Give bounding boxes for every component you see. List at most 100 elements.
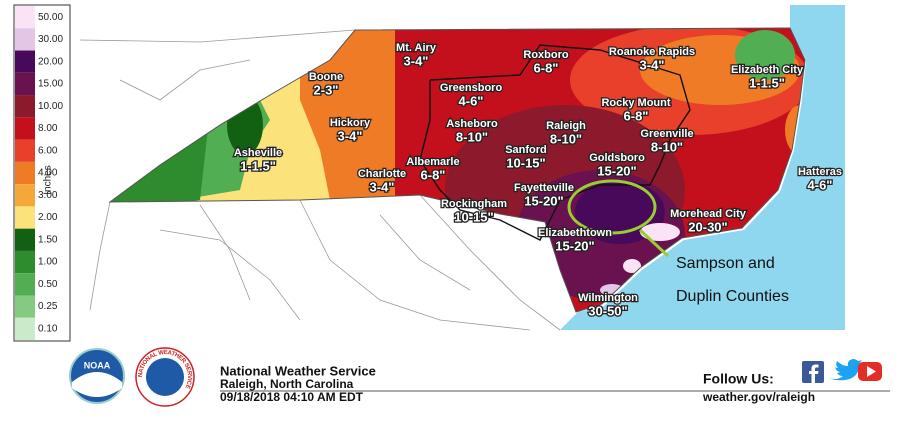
boundaries <box>79 29 561 331</box>
legend-label: 10.00 <box>38 101 63 112</box>
legend-label: 50.00 <box>38 12 63 23</box>
legend-swatch <box>15 228 35 251</box>
city-amount: 3-4" <box>370 179 395 194</box>
legend-label: 2.00 <box>38 212 58 223</box>
city-amount: 8-10" <box>651 139 683 154</box>
legend: Inches 50.00 30.00 20.00 15.00 10.00 8.00 6.00… <box>13 4 71 342</box>
city-amount: 20-30" <box>688 219 727 234</box>
nws-logo-inner <box>146 358 184 396</box>
youtube-icon[interactable] <box>858 362 882 381</box>
legend-label: 1.50 <box>38 234 58 245</box>
twitter-glyph <box>829 359 862 381</box>
noaa-logo-text: NOAA <box>84 360 111 370</box>
city-amount: 6-8" <box>534 60 559 75</box>
city-name: Roanoke Rapids <box>609 46 695 58</box>
legend-swatch <box>15 139 35 162</box>
website[interactable]: weather.gov/raleigh <box>702 390 815 404</box>
office-location: Raleigh, North Carolina <box>220 377 354 391</box>
legend-swatch <box>15 28 35 51</box>
youtube-glyph <box>867 366 876 377</box>
city-amount: 6-8" <box>421 167 446 182</box>
follow-label: Follow Us: <box>703 371 774 387</box>
legend-swatch <box>15 72 35 96</box>
city-name: Greenville <box>640 128 693 140</box>
city-amount: 15-20" <box>555 238 594 253</box>
city-name: Sanford <box>505 144 547 156</box>
city-name: Fayetteville <box>514 182 574 194</box>
city-amount: 3-4" <box>640 57 665 72</box>
city-name: Asheville <box>234 147 282 159</box>
city-amount: 1-1.5" <box>749 75 785 90</box>
ocean <box>560 5 845 330</box>
legend-swatch <box>15 161 35 185</box>
map: Sampson and Duplin Counties Mt. Airy3-4"… <box>75 5 845 331</box>
legend-swatch <box>15 6 35 29</box>
state-outline <box>108 27 806 313</box>
legend-label: 0.50 <box>38 279 58 290</box>
legend-unit: Inches <box>43 165 54 194</box>
legend-swatch <box>15 273 35 296</box>
city-amount: 15-20" <box>597 163 636 178</box>
twitter-icon[interactable] <box>829 359 862 381</box>
city-amount: 3-4" <box>338 128 363 143</box>
city-name: Raleigh <box>546 120 586 132</box>
city-name: Elizabethtown <box>538 227 612 239</box>
city-amount: 4-6" <box>808 177 833 192</box>
city-amount: 10-15" <box>506 155 545 170</box>
legend-swatch <box>15 184 35 207</box>
city-name: Rockingham <box>441 198 507 210</box>
legend-label: 8.00 <box>38 123 58 134</box>
city-name: Albemarle <box>406 156 459 168</box>
city-name: Hickory <box>330 117 371 129</box>
city-name: Charlotte <box>358 168 406 180</box>
facebook-glyph <box>809 364 819 383</box>
city-amount: 8-10" <box>456 129 488 144</box>
legend-swatch <box>15 50 35 73</box>
city-amount: 6-8" <box>624 108 649 123</box>
noaa-logo-wave <box>72 372 122 397</box>
city-amount: 4-6" <box>459 93 484 108</box>
city-name: Elizabeth City <box>731 64 804 76</box>
city-name: Boone <box>309 71 343 83</box>
highlight-pointer <box>638 228 670 258</box>
city-amount: 10-15" <box>454 209 493 224</box>
city-name: Morehead City <box>670 208 747 220</box>
city-name: Goldsboro <box>589 152 645 164</box>
city-name: Roxboro <box>523 49 569 61</box>
timestamp: 09/18/2018 04:10 AM EDT <box>220 390 364 404</box>
highlight-ellipse <box>567 179 657 235</box>
legend-label: 1.00 <box>38 257 58 268</box>
city-amount: 2-3" <box>314 82 339 97</box>
city-amount: 8-10" <box>550 131 582 146</box>
city-amount: 3-4" <box>404 53 429 68</box>
office-name: National Weather Service <box>220 363 376 378</box>
city-name: Hatteras <box>798 166 842 178</box>
legend-label: 6.00 <box>38 145 58 156</box>
annotation: Sampson and <box>676 255 775 272</box>
legend-swatch <box>15 206 35 229</box>
facebook-icon[interactable] <box>802 361 824 383</box>
legend-swatch <box>15 250 35 274</box>
legend-label: 4.00 <box>38 168 58 179</box>
city-amount: 1-1.5" <box>240 158 276 173</box>
legend-label: 3.00 <box>38 190 58 201</box>
legend-swatch <box>15 295 35 318</box>
legend-label: 0.25 <box>38 301 58 312</box>
annotation: Duplin Counties <box>676 288 789 305</box>
city-name: Rocky Mount <box>601 97 670 109</box>
city-name: Mt. Airy <box>396 42 437 54</box>
legend-swatch <box>15 95 35 118</box>
legend-swatch <box>15 317 35 340</box>
city-name: Greensboro <box>440 82 503 94</box>
legend-label: 30.00 <box>38 34 63 45</box>
footer: NOAA NATIONAL WEATHER SERVICE National W… <box>69 347 890 407</box>
city-name: Wilmington <box>578 292 638 304</box>
city-amount: 30-50" <box>588 303 627 318</box>
legend-label: 0.10 <box>38 324 58 335</box>
legend-label: 20.00 <box>38 56 63 67</box>
city-amount: 15-20" <box>524 193 563 208</box>
legend-swatch <box>15 117 35 140</box>
forecast-area-outline <box>419 44 691 241</box>
